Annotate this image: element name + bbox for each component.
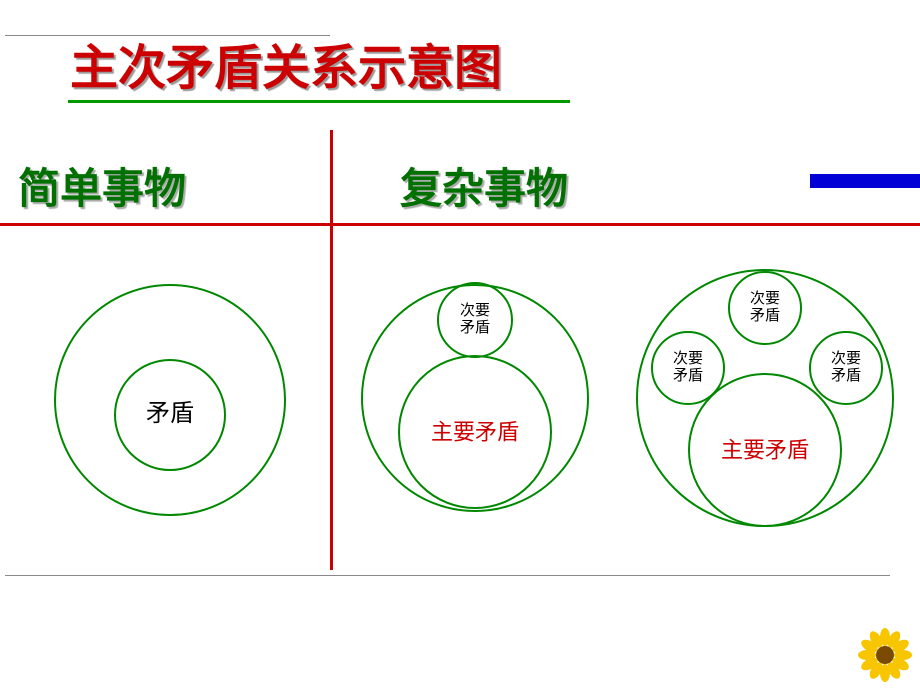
complex-a-primary: 主要矛盾 — [431, 419, 519, 444]
simple-label: 矛盾 — [146, 401, 194, 429]
diagram-canvas — [0, 0, 920, 690]
complex-a-secondary-0: 次要矛盾 — [460, 303, 490, 338]
complex-b-primary: 主要矛盾 — [721, 437, 809, 462]
complex-b-secondary-0: 次要矛盾 — [750, 291, 780, 326]
complex-b-secondary-2: 次要矛盾 — [831, 351, 861, 386]
complex-b-secondary-1: 次要矛盾 — [673, 351, 703, 386]
sunflower-icon — [855, 625, 915, 685]
